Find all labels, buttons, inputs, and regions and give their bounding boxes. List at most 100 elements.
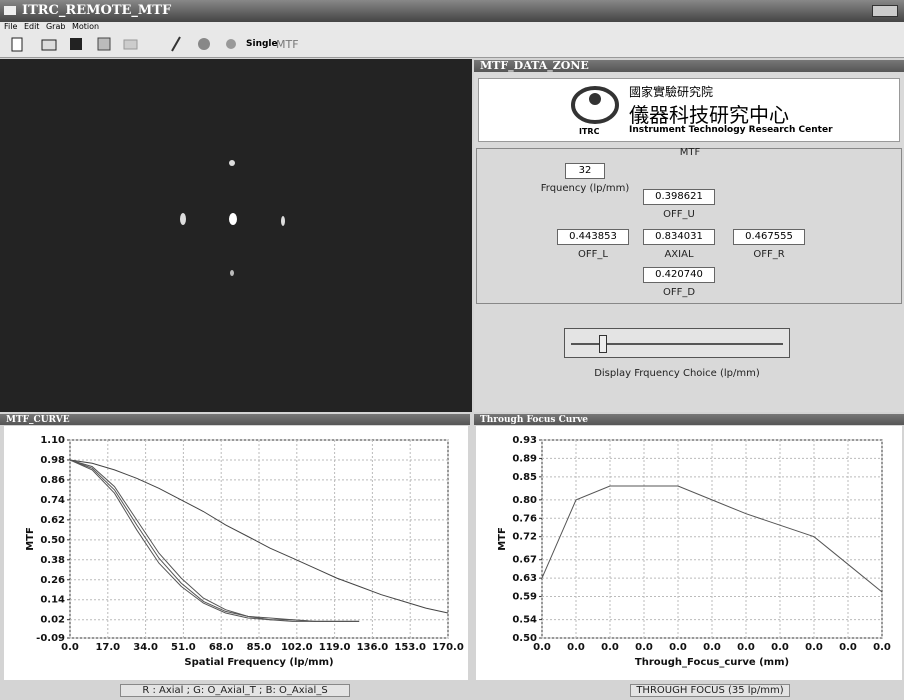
spot — [229, 160, 235, 166]
x-tick-label: 0.0 — [771, 642, 789, 653]
x-tick-label: 0.0 — [737, 642, 755, 653]
menu-item[interactable]: Grab — [46, 22, 65, 31]
mtf-field[interactable]: 0.443853 — [557, 229, 629, 245]
x-tick-label: 17.0 — [95, 642, 120, 653]
x-tick-label: 153.0 — [394, 642, 426, 653]
mtf-field[interactable]: 0.420740 — [643, 267, 715, 283]
y-tick-label: 0.76 — [512, 513, 537, 524]
y-tick-label: 0.02 — [40, 615, 65, 626]
line-series — [70, 460, 359, 621]
mtf-group: MTF 32 Frquency (lp/mm) 0.398621 OFF_U 0… — [476, 148, 902, 304]
slider[interactable] — [564, 328, 790, 358]
menu-item[interactable]: File — [4, 22, 17, 31]
field-label: OFF_R — [733, 249, 805, 260]
frequency-field[interactable]: 32 — [565, 163, 605, 179]
y-tick-label: 0.50 — [40, 535, 65, 546]
frequency-label: Frquency (lp/mm) — [535, 183, 635, 194]
save-icon[interactable] — [70, 38, 82, 50]
open-icon[interactable] — [42, 40, 56, 50]
menu-item[interactable]: Motion — [72, 22, 99, 31]
y-tick-label: 0.38 — [40, 555, 65, 566]
image-bg — [0, 59, 472, 412]
y-tick-label: 0.93 — [512, 435, 537, 446]
x-tick-label: 0.0 — [61, 642, 79, 653]
single-button[interactable]: Single — [246, 39, 278, 49]
x-tick-label: 0.0 — [635, 642, 653, 653]
x-tick-label: 170.0 — [432, 642, 464, 653]
tool-icon[interactable] — [198, 38, 210, 50]
y-tick-label: 0.86 — [40, 475, 65, 486]
group-title: MTF — [477, 147, 903, 158]
y-tick-label: 0.59 — [512, 592, 537, 603]
x-tick-label: 102.0 — [281, 642, 313, 653]
mtf-field[interactable]: 0.398621 — [643, 189, 715, 205]
slider-label: Display Frquency Choice (lp/mm) — [564, 368, 790, 379]
toolbar-icons — [0, 31, 240, 58]
y-axis-label: MTF — [497, 527, 508, 551]
y-tick-label: 0.62 — [40, 515, 65, 526]
print-icon[interactable] — [124, 40, 137, 49]
y-tick-label: 0.74 — [40, 495, 65, 506]
title-bar: ITRC_REMOTE_MTF — [0, 0, 904, 22]
spot — [281, 216, 285, 226]
data-zone: ITRC 國家實驗研究院 儀器科技研究中心 Instrument Technol… — [474, 72, 904, 412]
y-tick-label: 0.63 — [512, 573, 537, 584]
y-tick-label: 0.98 — [40, 455, 65, 466]
x-tick-label: 0.0 — [805, 642, 823, 653]
through-focus-chart: 0.500.540.590.630.670.720.760.800.850.89… — [476, 426, 902, 680]
x-tick-label: 136.0 — [357, 642, 389, 653]
x-tick-label: 0.0 — [669, 642, 687, 653]
x-tick-label: 51.0 — [171, 642, 196, 653]
window-controls[interactable] — [872, 5, 898, 17]
status-text: THROUGH FOCUS (35 lp/mm) — [630, 684, 790, 697]
panel-title: MTF_CURVE — [0, 414, 470, 425]
window-title: ITRC_REMOTE_MTF — [22, 3, 171, 18]
y-tick-label: 0.80 — [512, 495, 537, 506]
logo-center: 儀器科技研究中心 — [629, 99, 789, 128]
field-label: OFF_U — [643, 209, 715, 220]
x-tick-label: 85.0 — [247, 642, 272, 653]
x-tick-label: 0.0 — [533, 642, 551, 653]
y-tick-label: 0.89 — [512, 453, 537, 464]
x-axis-label: Spatial Frequency (lp/mm) — [184, 657, 333, 668]
y-tick-label: 0.72 — [512, 532, 537, 543]
new-icon[interactable] — [12, 38, 22, 51]
x-tick-label: 0.0 — [567, 642, 585, 653]
y-tick-label: 0.54 — [512, 615, 537, 626]
y-tick-label: 1.10 — [40, 435, 65, 446]
logo-mark — [571, 85, 619, 125]
y-tick-label: 0.85 — [512, 472, 537, 483]
mtf-field[interactable]: 0.467555 — [733, 229, 805, 245]
x-tick-label: 68.0 — [209, 642, 234, 653]
y-tick-label: 0.67 — [512, 555, 537, 566]
toolbar: Single MTF — [0, 31, 904, 58]
stop-icon[interactable] — [226, 39, 236, 49]
logo: ITRC 國家實驗研究院 儀器科技研究中心 Instrument Technol… — [478, 78, 900, 142]
copy-icon[interactable] — [98, 38, 110, 50]
mtf-button[interactable]: MTF — [276, 38, 299, 51]
field-label: AXIAL — [643, 249, 715, 260]
menu-item[interactable]: Edit — [24, 22, 40, 31]
mtf-field[interactable]: 0.834031 — [643, 229, 715, 245]
camera-image — [0, 59, 472, 412]
x-tick-label: 119.0 — [319, 642, 351, 653]
x-tick-label: 0.0 — [873, 642, 891, 653]
field-label: OFF_L — [557, 249, 629, 260]
line-series — [70, 460, 359, 621]
app: ITRC_REMOTE_MTF File Edit Grab Motion Si… — [0, 0, 904, 700]
y-tick-label: 0.14 — [40, 595, 65, 606]
logo-org: 國家實驗研究院 — [629, 83, 713, 100]
mtf-chart: -0.090.020.140.260.380.500.620.740.860.9… — [4, 426, 468, 680]
spot — [229, 213, 237, 225]
x-tick-label: 34.0 — [133, 642, 158, 653]
pen-icon[interactable] — [172, 37, 180, 51]
spot — [180, 213, 186, 225]
y-axis-label: MTF — [25, 527, 36, 551]
slider-thumb[interactable] — [599, 335, 607, 353]
x-axis-label: Through_Focus_curve (mm) — [635, 657, 789, 668]
line-series — [70, 460, 359, 621]
field-label: OFF_D — [643, 287, 715, 298]
x-tick-label: 0.0 — [601, 642, 619, 653]
panel-title: MTF_DATA_ZONE — [474, 60, 904, 72]
status-text: R : Axial ; G: O_Axial_T ; B: O_Axial_S — [120, 684, 350, 697]
